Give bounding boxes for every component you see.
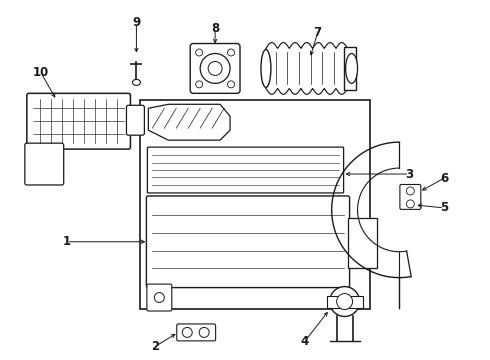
Ellipse shape: [261, 50, 271, 87]
Ellipse shape: [182, 328, 192, 337]
FancyBboxPatch shape: [147, 284, 172, 311]
Text: 8: 8: [211, 22, 219, 35]
Ellipse shape: [345, 54, 358, 84]
Text: 3: 3: [405, 167, 414, 180]
Bar: [141, 100, 369, 310]
FancyBboxPatch shape: [25, 143, 64, 185]
Bar: [347, 218, 377, 268]
Text: 10: 10: [33, 66, 49, 79]
Ellipse shape: [406, 200, 415, 208]
FancyBboxPatch shape: [27, 93, 130, 149]
FancyBboxPatch shape: [190, 44, 240, 93]
Ellipse shape: [337, 293, 353, 310]
Ellipse shape: [330, 287, 360, 316]
Ellipse shape: [200, 54, 230, 84]
Text: 2: 2: [151, 340, 159, 353]
Ellipse shape: [154, 293, 164, 302]
FancyBboxPatch shape: [177, 324, 216, 341]
Text: 9: 9: [132, 16, 141, 29]
Ellipse shape: [196, 81, 203, 88]
FancyBboxPatch shape: [400, 184, 421, 210]
Text: 7: 7: [314, 26, 322, 39]
Bar: [327, 296, 363, 307]
Ellipse shape: [406, 187, 415, 195]
Polygon shape: [148, 104, 230, 140]
Ellipse shape: [199, 328, 209, 337]
FancyBboxPatch shape: [126, 105, 145, 135]
Ellipse shape: [132, 80, 141, 85]
Ellipse shape: [196, 49, 203, 56]
FancyBboxPatch shape: [147, 147, 343, 193]
Bar: [343, 46, 356, 90]
Text: 4: 4: [301, 335, 309, 348]
Text: 1: 1: [63, 235, 71, 248]
Ellipse shape: [208, 62, 222, 75]
Ellipse shape: [227, 49, 235, 56]
FancyBboxPatch shape: [147, 196, 349, 288]
Ellipse shape: [227, 81, 235, 88]
Text: 6: 6: [440, 171, 448, 185]
Text: 5: 5: [440, 201, 448, 215]
